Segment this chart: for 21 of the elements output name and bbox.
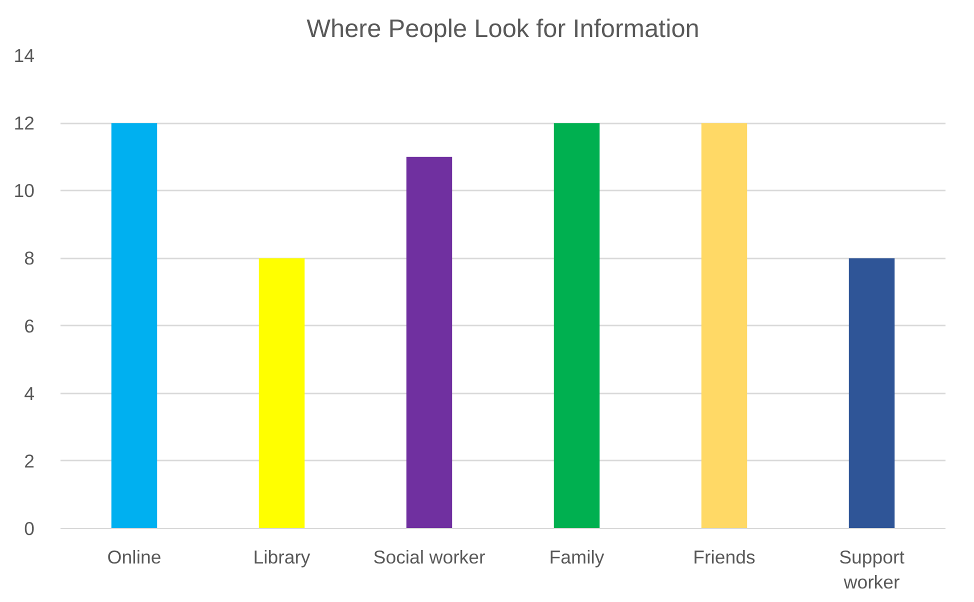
bar [848, 258, 895, 528]
bar [111, 123, 158, 528]
y-tick-label: 10 [14, 180, 35, 202]
y-tick-label: 0 [24, 518, 35, 539]
chart-title: Where People Look for Information [306, 15, 700, 43]
x-tick-label: Friends [693, 546, 756, 568]
x-tick-label: Social worker [373, 546, 486, 568]
y-tick-label: 14 [14, 45, 35, 66]
bar [554, 123, 600, 528]
x-tick-label: Online [107, 546, 162, 568]
y-tick-label: 6 [24, 315, 35, 336]
y-tick-label: 2 [24, 450, 35, 472]
y-tick-label: 4 [24, 382, 35, 404]
bar [258, 258, 305, 528]
x-tick-label: Family [549, 546, 605, 568]
bar [701, 123, 748, 528]
x-tick-label: Support worker [839, 546, 906, 593]
y-tick-label: 8 [24, 248, 35, 269]
bar [406, 156, 452, 528]
y-tick-label: 12 [14, 112, 35, 134]
x-tick-label: Library [253, 546, 311, 568]
